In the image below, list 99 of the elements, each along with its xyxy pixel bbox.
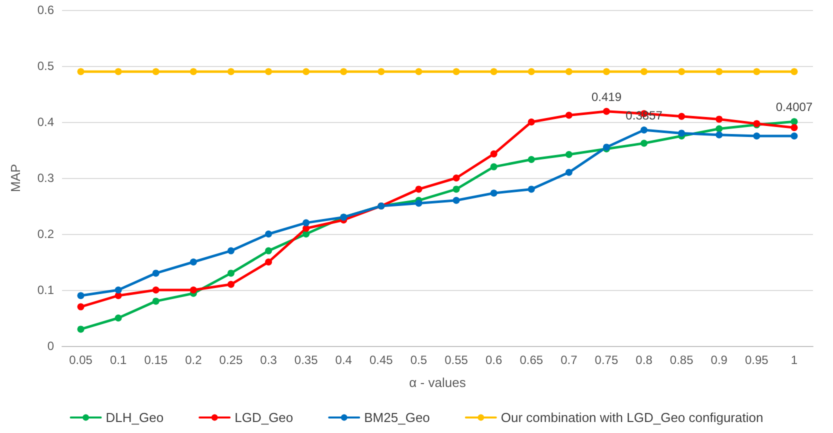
point (790, 132, 798, 140)
x-tick-label: 0.7 (560, 353, 578, 367)
point (415, 68, 422, 76)
point (565, 150, 572, 158)
point (490, 150, 498, 158)
point (415, 186, 422, 193)
point (302, 224, 310, 232)
point (753, 132, 760, 140)
x-tick-label: 0.6 (485, 353, 502, 367)
point (227, 270, 234, 277)
point (415, 200, 422, 207)
point (265, 258, 272, 266)
point (152, 298, 160, 305)
point (490, 68, 498, 76)
x-tick-label: 0.4 (335, 353, 352, 367)
point (602, 108, 610, 115)
point (528, 118, 535, 126)
x-tick-label: 0.85 (670, 353, 694, 367)
x-tick-label: 0.8 (636, 353, 653, 367)
x-tick-label: 0.15 (144, 353, 168, 367)
point (452, 174, 460, 182)
x-axis-title: α - values (409, 375, 466, 390)
point (152, 68, 160, 76)
y-tick-label: 0.2 (37, 227, 54, 241)
data-label: 0.4007 (776, 100, 813, 114)
point (565, 168, 572, 176)
legend-label: Our combination with LGD_Geo configuration (500, 410, 764, 425)
point (716, 68, 723, 76)
point (565, 112, 572, 119)
point (678, 68, 686, 76)
y-tick-label: 0.6 (37, 3, 54, 17)
point (640, 126, 648, 134)
point (265, 247, 272, 254)
x-tick-label: 0.65 (520, 353, 544, 367)
y-tick-label: 0.3 (37, 171, 54, 185)
point (790, 68, 798, 76)
point (265, 230, 272, 238)
point (77, 326, 84, 333)
y-tick-label: 0.1 (37, 283, 54, 297)
x-tick-label: 0.3 (260, 353, 278, 367)
point (152, 286, 160, 294)
point (640, 68, 648, 76)
point (528, 68, 535, 76)
y-axis-title: MAP (8, 164, 23, 192)
x-tick-label: 0.5 (410, 353, 428, 367)
legend-label: LGD_Geo (234, 410, 294, 425)
point (602, 68, 610, 76)
x-tick-label: 0.9 (710, 353, 728, 367)
x-tick-label: 0.75 (594, 353, 618, 367)
x-tick-label: 0.05 (69, 353, 93, 367)
point (302, 219, 310, 226)
point (378, 68, 385, 76)
point (678, 112, 686, 120)
x-tick-label: 1 (790, 353, 798, 367)
point (265, 68, 272, 76)
point (565, 68, 572, 76)
point (528, 156, 535, 164)
point (152, 270, 160, 277)
data-label: 0.419 (591, 90, 622, 104)
point (340, 68, 348, 76)
point (490, 190, 498, 197)
point (190, 258, 197, 266)
point (528, 186, 535, 193)
x-tick-label: 0.45 (369, 353, 394, 367)
x-tick-label: 0.1 (110, 353, 127, 367)
x-tick-label: 0.35 (294, 353, 318, 367)
point (452, 196, 460, 204)
point (77, 68, 84, 76)
y-tick-label: 0.4 (37, 115, 54, 129)
x-tick-label: 0.2 (185, 353, 202, 367)
point (302, 68, 310, 76)
point (190, 68, 197, 76)
point (678, 130, 686, 137)
point (227, 280, 234, 288)
x-tick-label: 0.95 (744, 353, 769, 367)
y-tick-label: 0.5 (37, 59, 54, 73)
point (790, 118, 798, 126)
point (452, 68, 460, 76)
point (114, 314, 122, 322)
y-tick-label: 0 (47, 339, 54, 353)
point (790, 124, 798, 132)
point (190, 286, 197, 294)
x-tick-label: 0.55 (444, 353, 468, 367)
x-tick-label: 0.25 (219, 353, 243, 367)
point (452, 186, 460, 193)
point (753, 68, 760, 76)
point (77, 303, 84, 310)
legend-label: DLH_Geo (106, 410, 164, 425)
legend-label: BM25_Geo (364, 410, 430, 425)
point (114, 286, 122, 294)
point (114, 68, 122, 76)
point (227, 247, 234, 254)
point (490, 163, 498, 170)
point (716, 125, 723, 132)
point (640, 140, 648, 147)
point (716, 131, 723, 138)
point (227, 68, 234, 76)
point (716, 116, 723, 123)
point (77, 292, 84, 300)
